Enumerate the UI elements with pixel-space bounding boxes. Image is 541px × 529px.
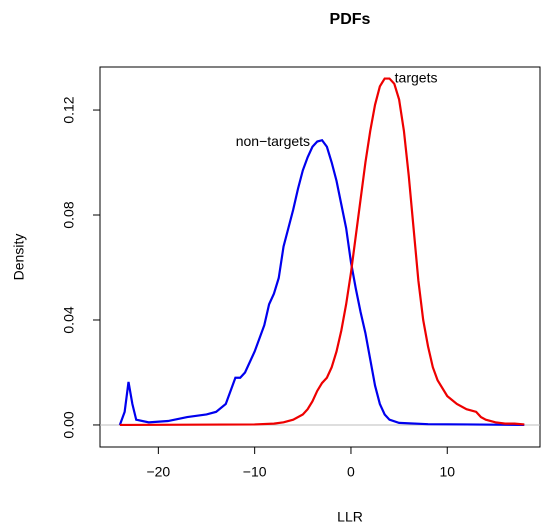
density-line: [119, 77, 525, 427]
series-label: non−targets: [236, 133, 310, 149]
x-axis-label: LLR: [337, 509, 363, 525]
y-tick-label: 0.12: [61, 96, 77, 123]
y-axis-label: Density: [11, 234, 27, 281]
y-tick-label: 0.00: [61, 411, 77, 438]
density-line: [118, 138, 525, 427]
x-tick-label: 10: [439, 464, 455, 480]
plot-box: [99, 66, 541, 448]
y-tick-label: 0.04: [61, 306, 77, 333]
series-label: targets: [395, 69, 438, 85]
x-tick-label: −20: [146, 464, 170, 480]
x-tick-label: −10: [243, 464, 267, 480]
y-tick-label: 0.08: [61, 201, 77, 228]
x-tick-label: 0: [347, 464, 355, 480]
chart-title: PDFs: [330, 11, 371, 28]
